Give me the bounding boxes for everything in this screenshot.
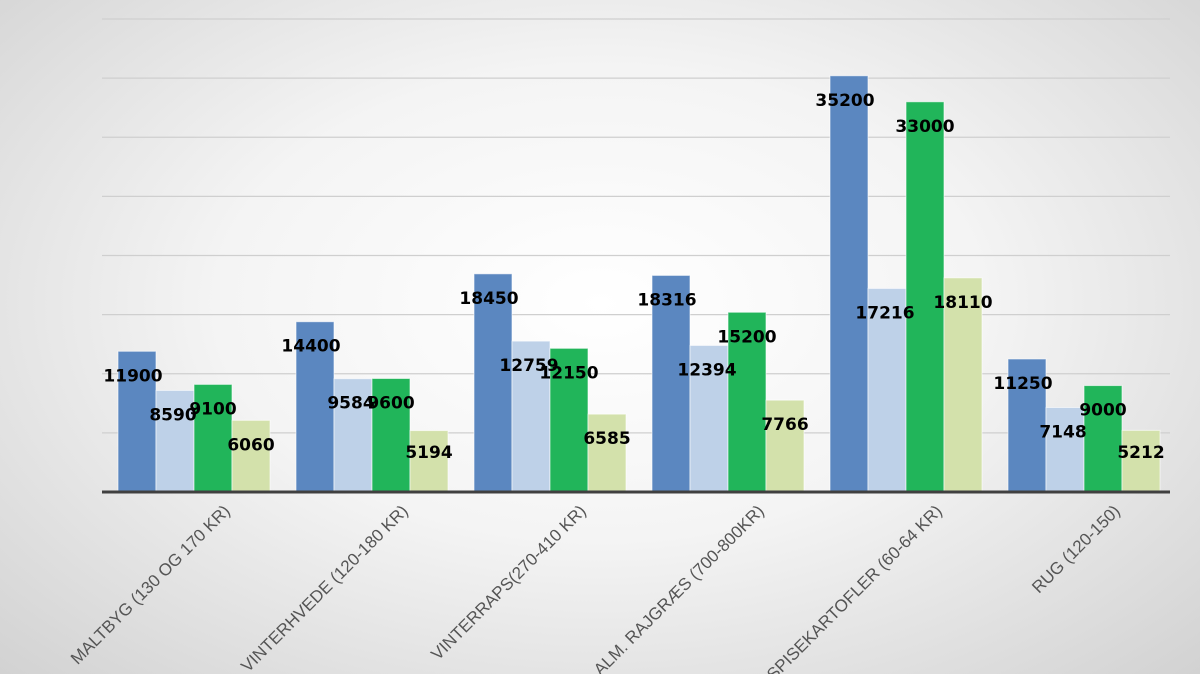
data-label: 9584: [327, 394, 374, 414]
data-label: 6060: [227, 435, 274, 455]
bar: [905, 101, 945, 493]
data-label: 6585: [583, 429, 630, 449]
data-label: 7148: [1039, 422, 1086, 442]
data-label: 17216: [855, 303, 914, 323]
gridlines: [102, 18, 1170, 434]
bar: [1083, 385, 1123, 493]
data-label: 7766: [761, 415, 808, 435]
data-label: 15200: [717, 327, 776, 347]
data-label: 9100: [189, 399, 236, 419]
bar: [829, 75, 869, 493]
category-label: MALTBYG (130 OG 170 KR): [67, 501, 234, 668]
data-label: 5212: [1117, 443, 1164, 463]
bar: [371, 377, 411, 493]
bar: [867, 287, 907, 493]
data-label: 12759: [499, 356, 558, 376]
category-label: VINTERRAPS(270-410 KR): [427, 501, 589, 663]
category-label: RUG (120-150): [1028, 501, 1124, 597]
bar: [651, 274, 691, 493]
data-label: 11900: [103, 366, 162, 386]
bar: [943, 277, 983, 493]
data-label: 14400: [281, 337, 340, 357]
category-label: VINTERHVEDE (120-180 KR): [237, 501, 411, 674]
data-label: 8590: [149, 405, 196, 425]
bar: [231, 419, 271, 493]
bar: [689, 344, 729, 493]
data-label: 9600: [367, 393, 414, 413]
data-label: 9000: [1079, 401, 1126, 421]
category-label: ALM. RAJGRÆS (700-800KR): [590, 501, 768, 674]
bar: [409, 430, 449, 493]
bar: [473, 273, 513, 493]
bar: [587, 413, 627, 493]
bar: [117, 350, 157, 493]
data-label: 18110: [933, 293, 992, 313]
data-label: 18450: [459, 289, 518, 309]
data-label: 12394: [677, 360, 736, 380]
data-label: 12150: [539, 363, 598, 383]
data-label: 11250: [993, 374, 1052, 394]
bar: [1121, 429, 1161, 493]
category-label: SPISEKARTOFLER (60-64 KR): [763, 501, 946, 674]
bar: [1045, 406, 1085, 493]
data-label: 18316: [637, 290, 696, 310]
data-label: 35200: [815, 91, 874, 111]
bar: [1007, 358, 1047, 493]
data-label: 5194: [405, 443, 452, 463]
category-labels: MALTBYG (130 OG 170 KR) VINTERHVEDE (120-…: [67, 501, 1124, 674]
bars: [117, 75, 1161, 493]
bar: [765, 399, 805, 493]
data-label: 33000: [895, 117, 954, 137]
